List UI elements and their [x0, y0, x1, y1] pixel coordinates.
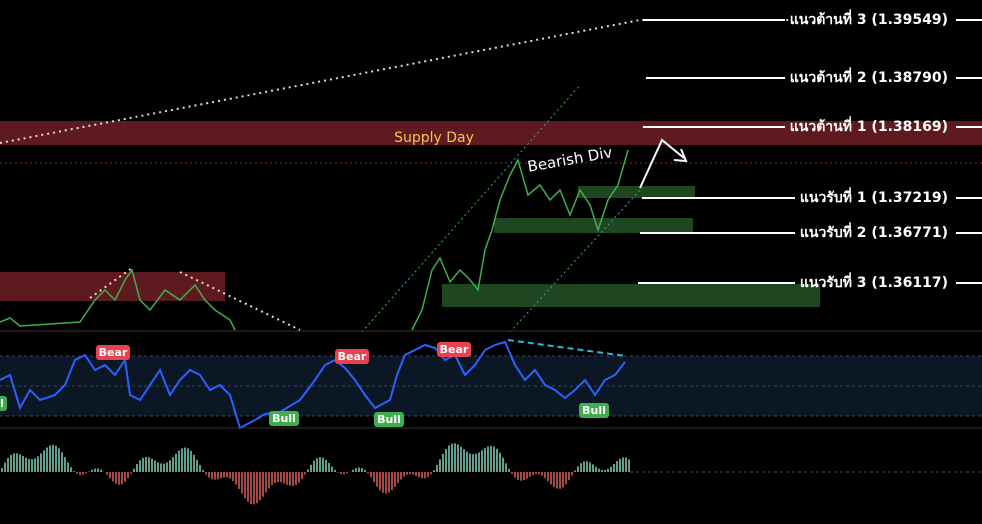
bear-signal	[335, 349, 369, 364]
levels: แนวต้านที่ 3 (1.39549) แนวต้านที่ 2 (1.38…	[638, 9, 982, 291]
demand-zone	[578, 186, 695, 198]
price	[411, 149, 629, 331]
signals: Bear Bear Bear Bull Bull Bull Bull	[0, 342, 609, 427]
histogram	[1, 443, 630, 505]
level-label: แนวรับที่ 3 (1.36117)	[800, 272, 948, 291]
supply-zone-left	[0, 272, 225, 301]
bear-label: Bear	[440, 343, 469, 356]
bear-signal	[437, 342, 471, 357]
bull-signal	[269, 411, 299, 426]
trend-line	[89, 267, 133, 299]
trend-line	[179, 271, 301, 331]
demand-zone	[494, 218, 693, 233]
arrow	[639, 138, 685, 189]
bull-label: Bull	[0, 397, 4, 410]
level-label: แนวต้านที่ 3 (1.39549)	[790, 9, 948, 28]
bull-signal	[0, 396, 7, 411]
level-label: แนวรับที่ 1 (1.37219)	[800, 187, 948, 206]
zone-label: Supply Day	[394, 130, 474, 146]
rsi	[0, 340, 626, 430]
price	[0, 268, 236, 331]
bull-label: Bull	[272, 412, 296, 425]
bull-label: Bull	[582, 404, 606, 417]
demand-zone	[442, 284, 820, 307]
level-label: แนวรับที่ 2 (1.36771)	[800, 222, 948, 241]
bull-label: Bull	[377, 413, 401, 426]
level-label: แนวต้านที่ 1 (1.38169)	[790, 116, 948, 135]
level-label: แนวต้านที่ 2 (1.38790)	[790, 67, 948, 86]
arrowhead	[673, 148, 688, 163]
bear-label: Bear	[338, 350, 367, 363]
bear-label: Bear	[99, 346, 128, 359]
bull-signal	[374, 412, 404, 427]
supply-zone	[0, 121, 982, 145]
bull-signal	[579, 403, 609, 418]
bear-signal	[96, 345, 130, 360]
